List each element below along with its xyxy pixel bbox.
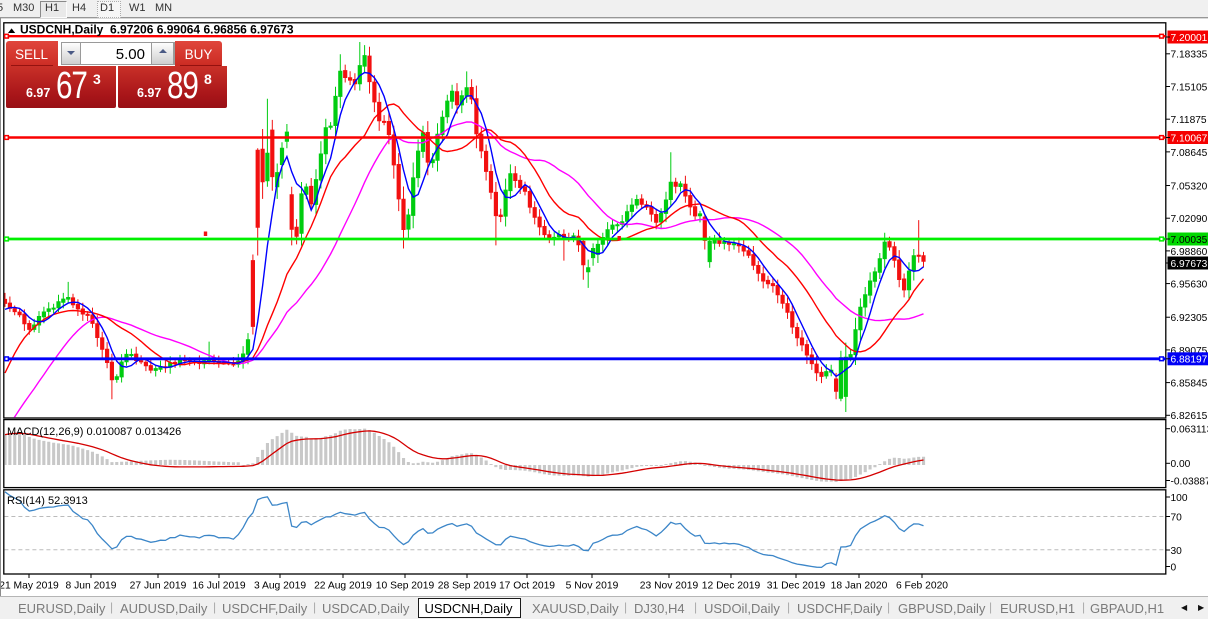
svg-text:6 Feb 2020: 6 Feb 2020	[896, 581, 948, 592]
svg-text:31 Dec 2019: 31 Dec 2019	[767, 581, 826, 592]
svg-text:6.82615: 6.82615	[1171, 411, 1208, 422]
svg-text:6.89075: 6.89075	[1171, 346, 1208, 357]
svg-text:17 Oct 2019: 17 Oct 2019	[499, 581, 555, 592]
svg-text:22 Aug 2019: 22 Aug 2019	[314, 581, 372, 592]
svg-text:7.18335: 7.18335	[1171, 50, 1208, 61]
svg-text:3 Aug 2019: 3 Aug 2019	[254, 581, 306, 592]
svg-text:70: 70	[1171, 512, 1183, 523]
svg-text:RSI(14) 52.3913: RSI(14) 52.3913	[7, 495, 88, 507]
svg-text:7.05320: 7.05320	[1171, 181, 1208, 192]
svg-text:6.95630: 6.95630	[1171, 279, 1208, 290]
svg-text:6.97673: 6.97673	[1171, 259, 1208, 270]
svg-text:7.20001: 7.20001	[1171, 33, 1208, 44]
svg-text:8 Jun 2019: 8 Jun 2019	[66, 581, 117, 592]
svg-text:16 Jul 2019: 16 Jul 2019	[192, 581, 246, 592]
svg-text:-0.038877: -0.038877	[1171, 476, 1208, 487]
svg-text:7.00035: 7.00035	[1171, 235, 1208, 246]
svg-text:5 Nov 2019: 5 Nov 2019	[566, 581, 619, 592]
svg-text:30: 30	[1171, 546, 1183, 557]
svg-text:6.92305: 6.92305	[1171, 313, 1208, 324]
svg-text:USDCNH,Daily 6.97206 6.99064: USDCNH,Daily 6.97206 6.99064 6.96856 6.9…	[20, 23, 294, 37]
svg-text:28 Sep 2019: 28 Sep 2019	[438, 581, 497, 592]
svg-text:18 Jan 2020: 18 Jan 2020	[831, 581, 888, 592]
svg-text:0.063113: 0.063113	[1171, 425, 1208, 436]
svg-text:7.15105: 7.15105	[1171, 82, 1208, 93]
svg-text:12 Dec 2019: 12 Dec 2019	[702, 581, 761, 592]
svg-text:100: 100	[1171, 493, 1188, 504]
svg-text:6.98860: 6.98860	[1171, 247, 1208, 258]
svg-text:7.02090: 7.02090	[1171, 214, 1208, 225]
svg-text:23 Nov 2019: 23 Nov 2019	[640, 581, 699, 592]
svg-text:0: 0	[1171, 562, 1177, 573]
svg-text:0.00: 0.00	[1171, 459, 1191, 470]
svg-text:7.11875: 7.11875	[1171, 115, 1207, 126]
svg-text:MACD(12,26,9) 0.010087 0.01342: MACD(12,26,9) 0.010087 0.013426	[7, 426, 181, 438]
svg-text:7.08645: 7.08645	[1171, 148, 1208, 159]
svg-text:27 Jun 2019: 27 Jun 2019	[130, 581, 187, 592]
svg-text:6.88197: 6.88197	[1171, 355, 1208, 366]
svg-text:7.10067: 7.10067	[1171, 133, 1208, 144]
svg-text:21 May 2019: 21 May 2019	[0, 581, 59, 592]
svg-text:10 Sep 2019: 10 Sep 2019	[376, 581, 435, 592]
svg-text:6.85845: 6.85845	[1171, 379, 1208, 390]
